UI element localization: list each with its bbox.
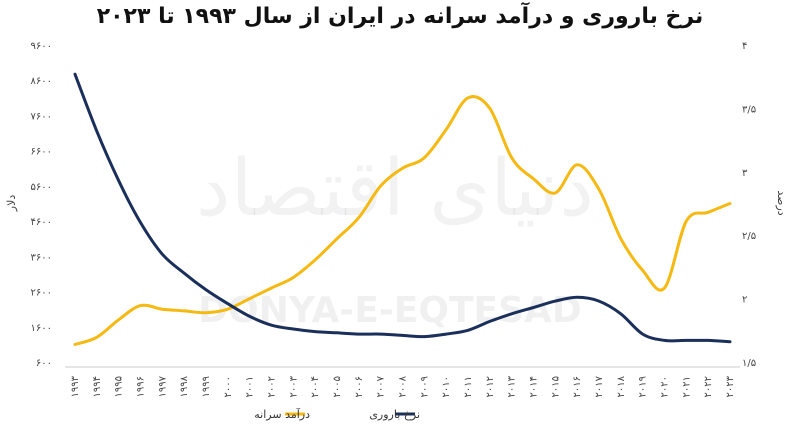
x-axis-tick-label: ۱۹۹۳ xyxy=(70,375,81,397)
x-axis-tick-label: ۲۰۰۰ xyxy=(223,376,234,397)
x-axis-tick-label: ۱۹۹۴ xyxy=(92,376,103,397)
x-axis-tick-label: ۲۰۰۴ xyxy=(310,376,321,397)
right-axis-tick-label: ۲/۵ xyxy=(742,231,756,242)
left-axis-tick-label: ۲۶۰۰ xyxy=(31,288,52,299)
right-axis-tick-label: ۴ xyxy=(742,41,747,52)
x-axis-tick-label: ۲۰۲۲ xyxy=(703,376,714,397)
right-axis-tick-label: ۳/۵ xyxy=(742,104,756,115)
x-axis-tick-label: ۲۰۱۷ xyxy=(594,375,605,397)
x-axis-tick-label: ۲۰۲۳ xyxy=(725,375,736,397)
x-axis-tick-label: ۱۹۹۷ xyxy=(157,375,168,397)
x-axis-tick-label: ۲۰۰۶ xyxy=(354,376,365,397)
x-axis-tick-label: ۲۰۱۵ xyxy=(550,376,561,397)
left-axis-tick-label: ۷۶۰۰ xyxy=(31,111,52,122)
chart-title: نرخ باروری و درآمد سرانه در ایران از سال… xyxy=(96,4,704,29)
left-axis-tick-label: ۶۰۰ xyxy=(36,358,52,369)
x-axis-tick-label: ۲۰۰۵ xyxy=(332,376,343,397)
left-axis-tick-label: ۶۶۰۰ xyxy=(31,147,52,158)
right-axis-tick-label: ۱/۵ xyxy=(742,358,756,369)
right-axis-tick-label: ۳ xyxy=(742,168,748,179)
left-axis-label: دلار xyxy=(5,195,18,213)
x-axis-tick-label: ۲۰۱۱ xyxy=(463,376,474,397)
legend-label: درآمد سرانه xyxy=(254,407,310,421)
x-axis-tick-label: ۲۰۱۲ xyxy=(485,376,496,397)
watermark-persian: دنیای اقتصاد xyxy=(196,144,594,234)
x-axis-tick-label: ۱۹۹۵ xyxy=(114,376,125,397)
right-axis-tick-label: ۲ xyxy=(742,295,747,306)
x-axis-tick-label: ۲۰۱۰ xyxy=(441,376,452,397)
left-axis-tick-label: ۴۶۰۰ xyxy=(31,217,52,228)
left-axis-tick-label: ۸۶۰۰ xyxy=(31,76,52,87)
x-axis-tick-label: ۲۰۰۲ xyxy=(267,376,278,397)
x-axis-tick-label: ۲۰۰۱ xyxy=(245,376,256,397)
left-axis-tick-label: ۳۶۰۰ xyxy=(31,252,52,263)
x-axis-tick-label: ۲۰۲۱ xyxy=(681,376,692,397)
x-axis-tick-label: ۲۰۰۹ xyxy=(419,376,430,397)
x-axis-tick-label: ۲۰۱۸ xyxy=(616,375,627,397)
x-axis-tick-label: ۲۰۱۳ xyxy=(507,375,518,397)
x-axis-tick-label: ۱۹۹۹ xyxy=(201,376,212,397)
x-axis-tick-label: ۲۰۱۶ xyxy=(572,376,583,397)
left-axis-tick-label: ۱۶۰۰ xyxy=(31,323,52,334)
x-axis-tick-label: ۲۰۱۴ xyxy=(529,376,540,397)
x-axis-tick-label: ۲۰۲۰ xyxy=(660,376,671,397)
right-axis-label: درصد xyxy=(775,190,788,215)
x-axis-tick-label: ۲۰۰۳ xyxy=(288,375,299,397)
left-axis-tick-label: ۵۶۰۰ xyxy=(31,182,52,193)
left-axis-tick-label: ۹۶۰۰ xyxy=(31,41,52,52)
x-axis-tick-label: ۲۰۰۷ xyxy=(376,375,387,397)
x-axis-tick-label: ۱۹۹۸ xyxy=(179,375,190,397)
x-axis-tick-label: ۲۰۱۹ xyxy=(638,376,649,397)
x-axis-tick-label: ۱۹۹۶ xyxy=(136,376,147,397)
legend-label: نرخ باروری xyxy=(369,408,420,421)
x-axis-tick-label: ۲۰۰۸ xyxy=(398,375,409,397)
